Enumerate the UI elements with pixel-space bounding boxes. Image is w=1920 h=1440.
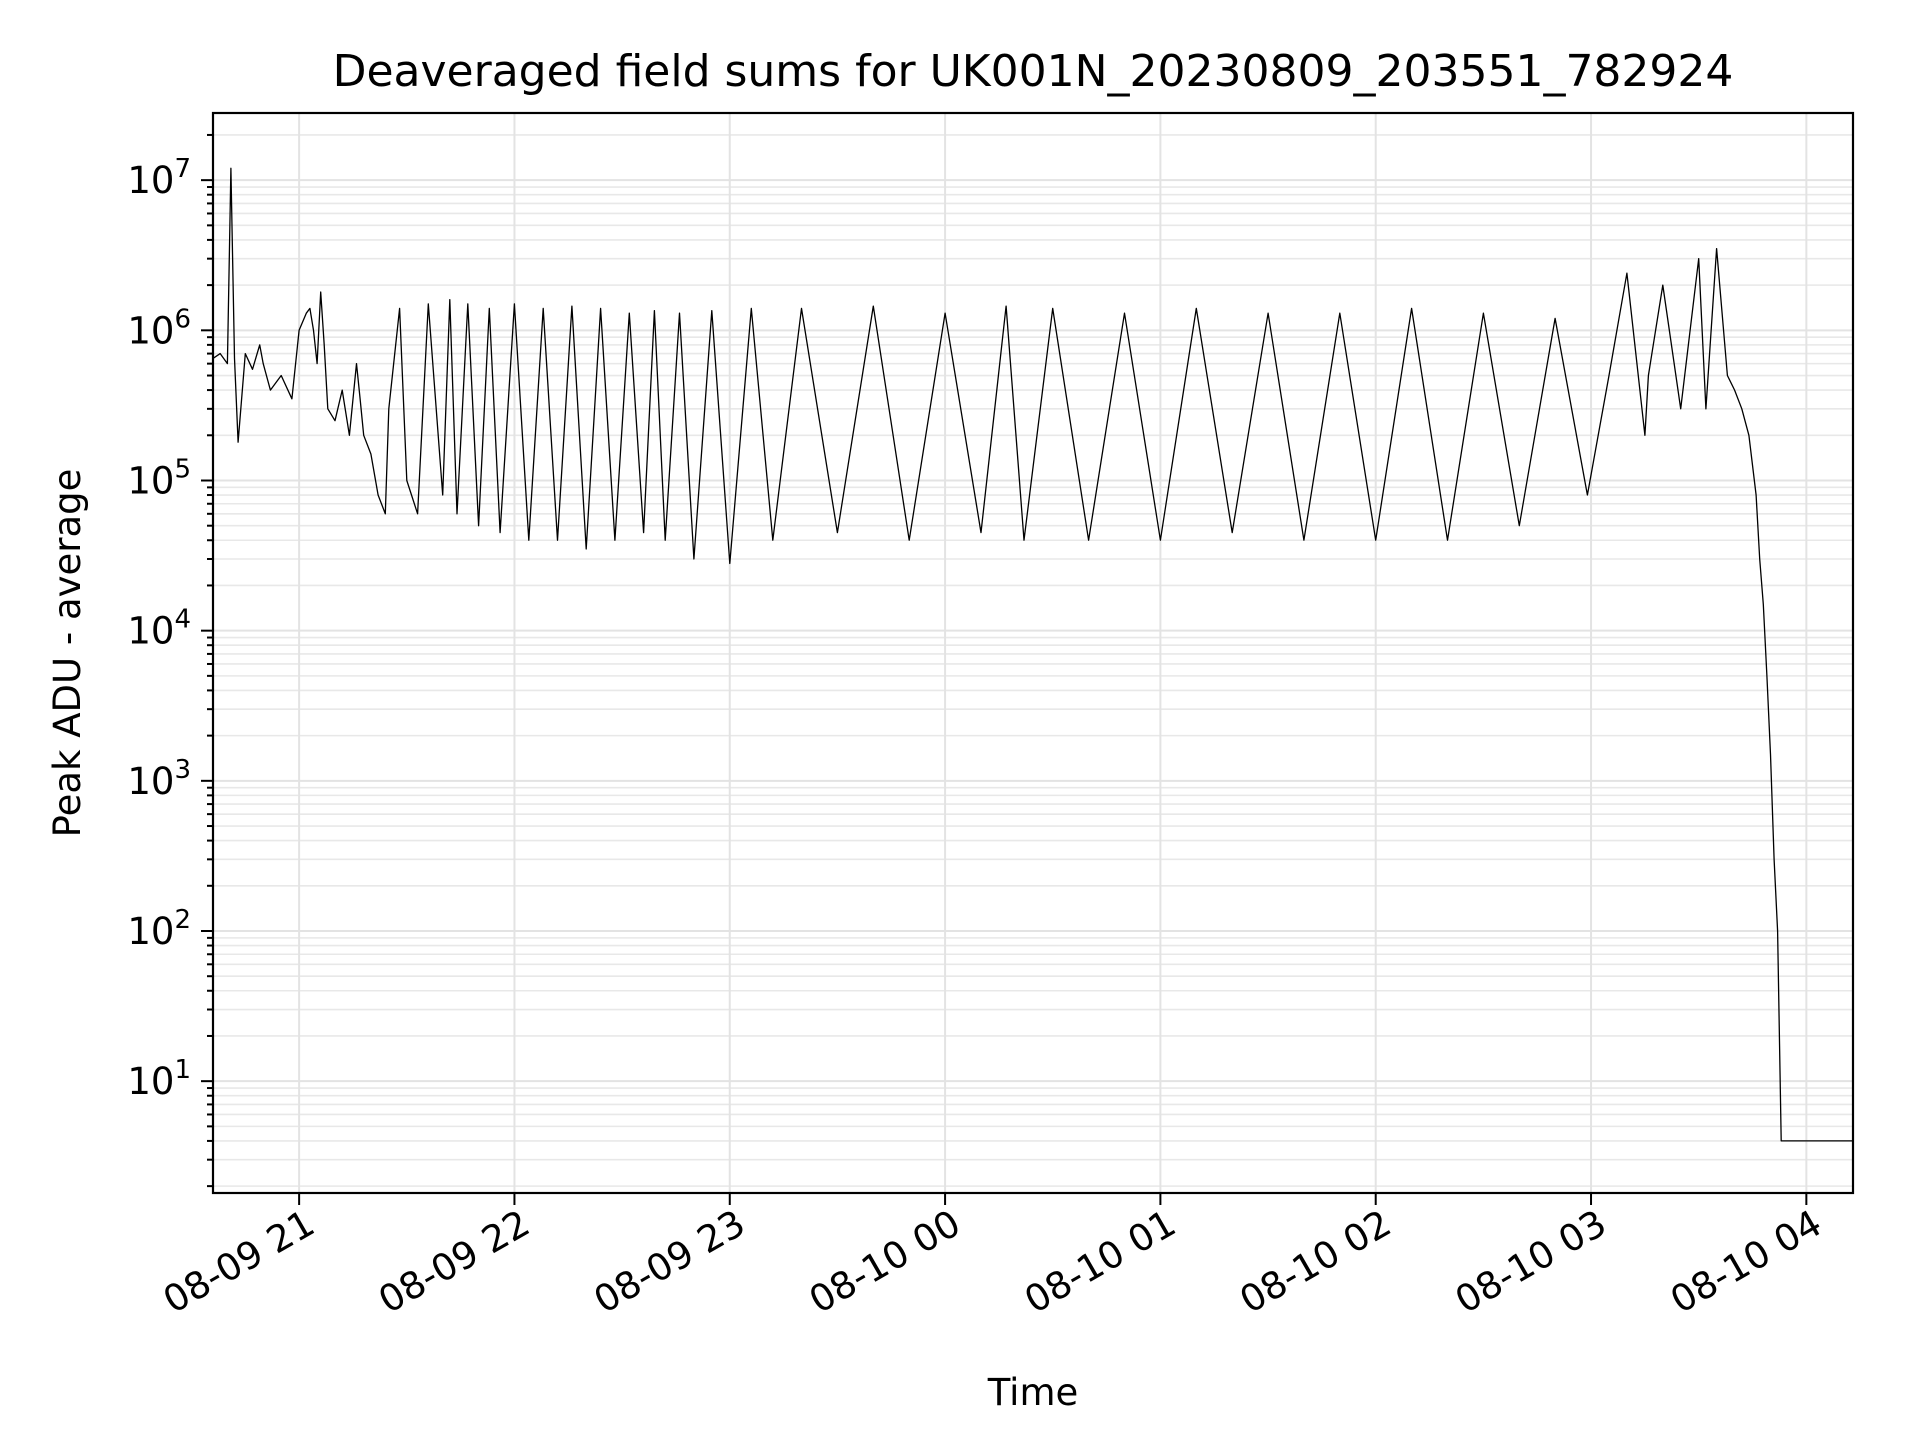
plot-frame	[211, 111, 1855, 1195]
x-tick-label: 08-09 22	[371, 1202, 537, 1322]
y-axis-label: Peak ADU - average	[46, 469, 89, 838]
grid	[213, 113, 1853, 1193]
y-tick-label: 105	[127, 454, 191, 502]
y-tick-label: 102	[127, 905, 191, 953]
y-tick-label: 103	[127, 755, 191, 803]
y-tick-label: 104	[127, 605, 191, 653]
y-tick-label-base: 10	[127, 1060, 174, 1103]
y-tick-label-exponent: 2	[174, 905, 191, 935]
y-tick-label-base: 10	[127, 610, 174, 653]
y-tick-label-base: 10	[127, 159, 174, 202]
y-tick-label-exponent: 7	[174, 154, 191, 184]
y-tick-label-base: 10	[127, 910, 174, 953]
y-tick-label: 101	[127, 1055, 191, 1103]
series-line	[212, 167, 1853, 1142]
y-tick-label-base: 10	[127, 459, 174, 502]
y-tick-label-exponent: 3	[174, 755, 191, 785]
y-tick-label-base: 10	[127, 309, 174, 352]
y-tick-label: 106	[127, 304, 191, 352]
x-tick-label: 08-09 21	[156, 1202, 322, 1322]
x-tick-label: 08-10 01	[1017, 1202, 1183, 1322]
x-tick-label: 08-10 04	[1663, 1202, 1829, 1322]
x-tick-label: 08-10 03	[1448, 1202, 1614, 1322]
y-tick-label-exponent: 5	[174, 454, 191, 484]
y-tick-label-exponent: 1	[174, 1055, 191, 1085]
y-tick-label-base: 10	[127, 760, 174, 803]
x-axis-label: Time	[987, 1371, 1079, 1414]
chart-title: Deaveraged field sums for UK001N_2023080…	[333, 46, 1734, 97]
x-tick-label: 08-10 00	[802, 1202, 968, 1322]
y-tick-label-exponent: 4	[174, 605, 191, 635]
y-tick-label-exponent: 6	[174, 304, 191, 334]
x-tick-label: 08-10 02	[1233, 1202, 1399, 1322]
y-tick-label: 107	[127, 154, 191, 202]
x-tick-label: 08-09 23	[587, 1202, 753, 1322]
